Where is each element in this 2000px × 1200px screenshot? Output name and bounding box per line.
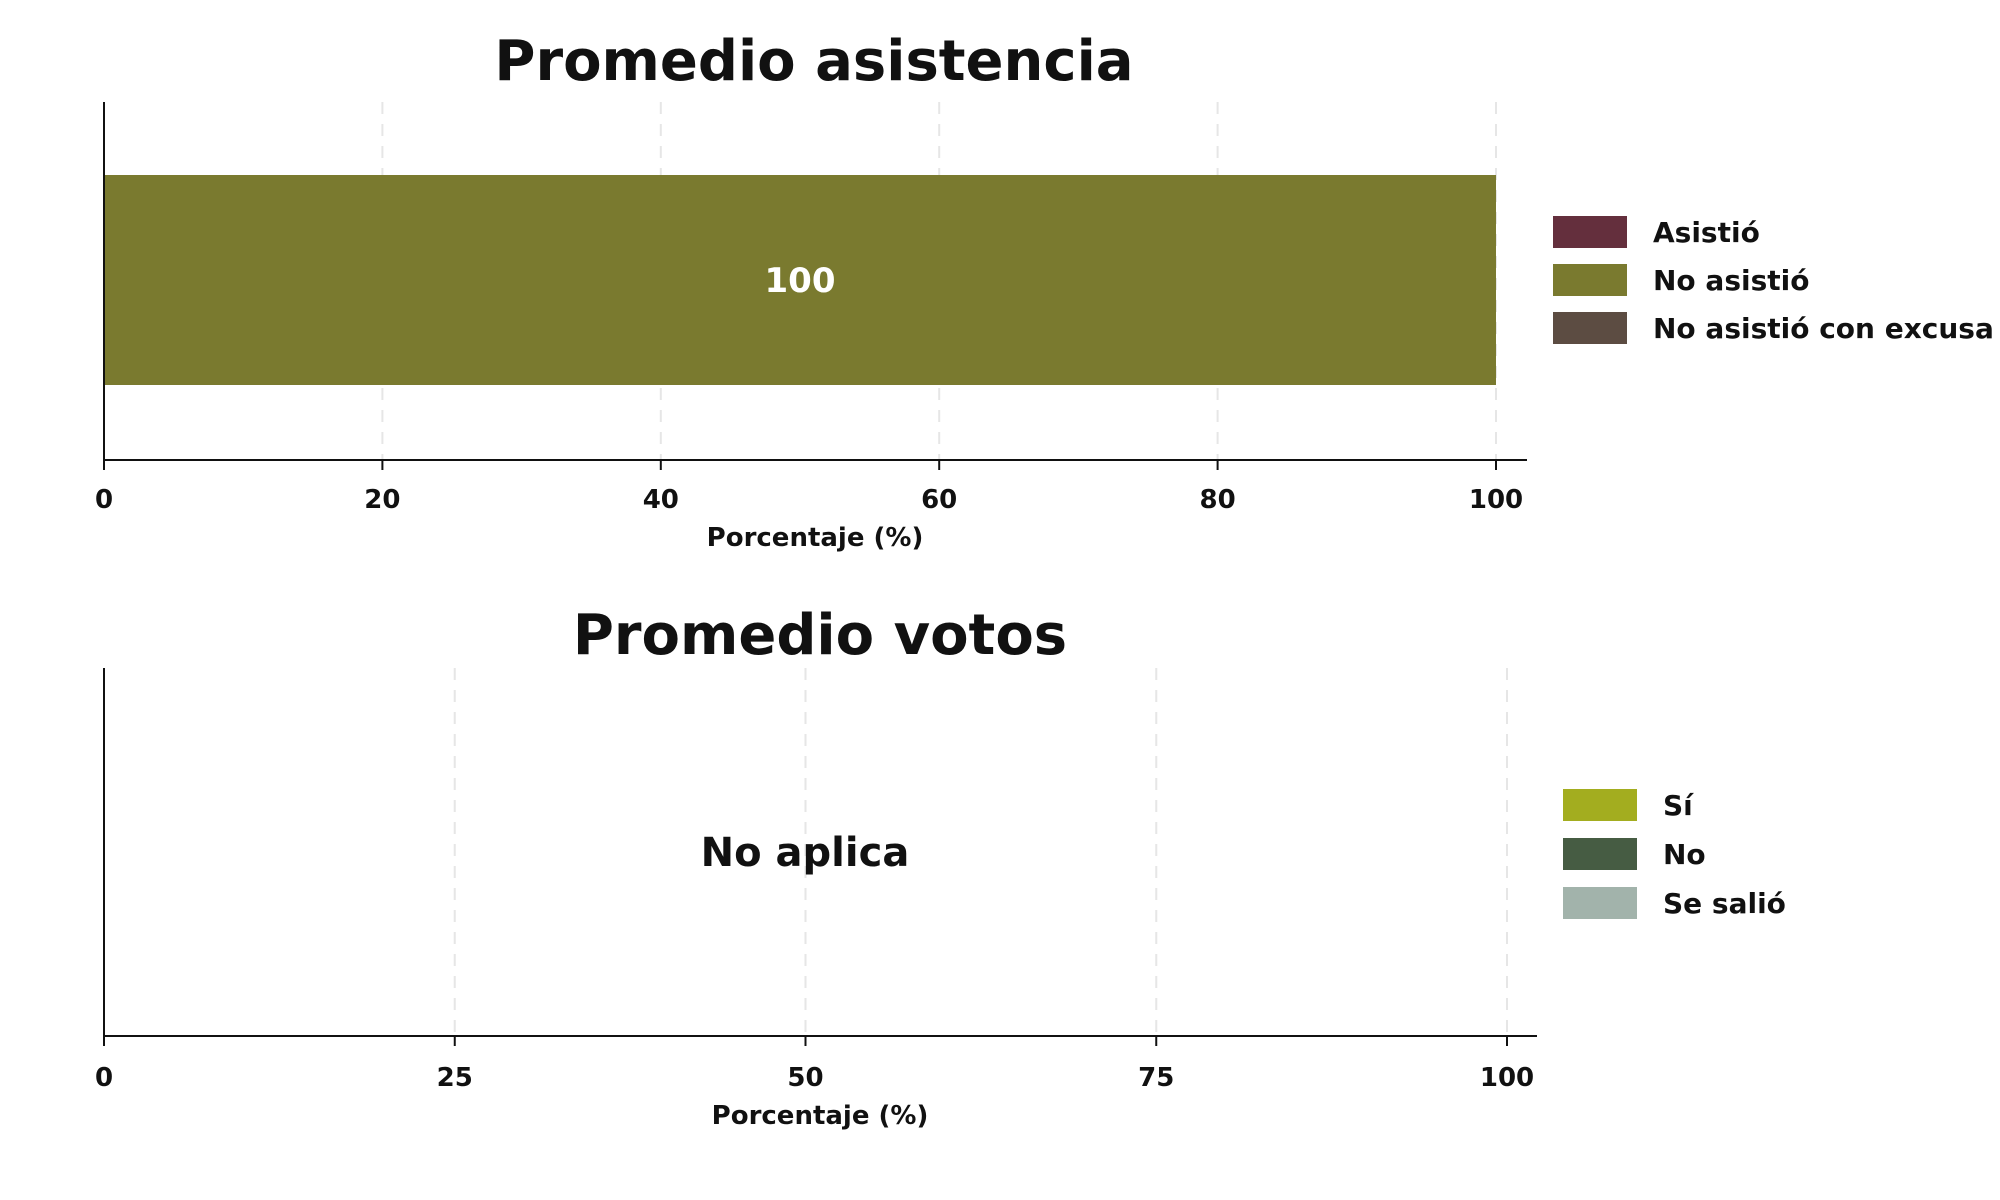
votes-x-tick-label: 100: [1480, 1063, 1534, 1093]
attendance-legend-label: Asistió: [1653, 216, 1760, 249]
attendance-chart: Promedio asistencia 100 0 20 40 60 80 100 Por…: [95, 29, 1994, 553]
votes-x-axis-label: Porcentaje (%): [712, 1101, 929, 1131]
attendance-x-ticks: 0 20 40 60 80 100: [95, 460, 1523, 515]
votes-legend-label: No: [1663, 838, 1706, 871]
votes-legend-swatch: [1563, 789, 1637, 821]
attendance-legend-label: No asistió con excusa: [1653, 312, 1994, 345]
attendance-x-tick-label: 100: [1469, 485, 1523, 515]
votes-legend-label: Se salió: [1663, 887, 1786, 920]
attendance-x-tick-label: 40: [643, 485, 679, 515]
attendance-bar-1: [104, 175, 1496, 385]
votes-x-tick-label: 0: [95, 1063, 113, 1093]
votes-not-applicable-annotation: No aplica: [701, 830, 910, 876]
votes-x-tick-label: 75: [1138, 1063, 1174, 1093]
votes-legend-swatch: [1563, 887, 1637, 919]
votes-gridlines: [453, 668, 1508, 1036]
attendance-chart-title: Promedio asistencia: [494, 29, 1133, 94]
votes-legend-label: Sí: [1663, 789, 1694, 822]
votes-legend: Sí No Se salió: [1563, 789, 1786, 920]
votes-x-tick-label: 25: [437, 1063, 473, 1093]
attendance-legend: Asistió No asistió No asistió con excusa: [1553, 216, 1994, 345]
attendance-x-tick-label: 60: [921, 485, 957, 515]
votes-chart-title: Promedio votos: [573, 603, 1067, 668]
votes-chart: Promedio votos No aplica 0 25 50 75 100 Porc…: [95, 603, 1786, 1131]
attendance-x-tick-label: 80: [1200, 485, 1236, 515]
attendance-x-axis-label: Porcentaje (%): [707, 523, 924, 553]
votes-x-tick-label: 50: [787, 1063, 823, 1093]
attendance-x-tick-label: 0: [95, 485, 113, 515]
votes-legend-swatch: [1563, 838, 1637, 870]
attendance-bar-data-label: 100: [765, 261, 836, 301]
attendance-legend-swatch: [1553, 216, 1627, 248]
attendance-bars: 100: [104, 175, 1496, 385]
attendance-legend-swatch: [1553, 264, 1627, 296]
votes-x-ticks: 0 25 50 75 100: [95, 1036, 1534, 1093]
attendance-legend-swatch: [1553, 312, 1627, 344]
attendance-legend-label: No asistió: [1653, 264, 1809, 297]
attendance-x-tick-label: 20: [364, 485, 400, 515]
